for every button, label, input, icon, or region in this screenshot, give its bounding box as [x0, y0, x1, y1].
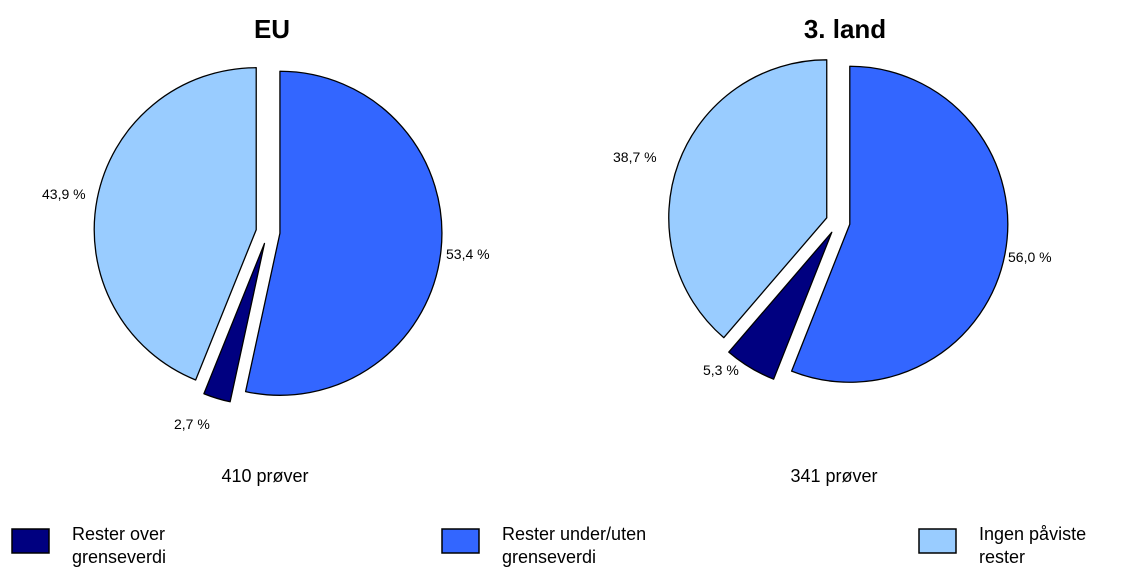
- legend-label-line1: Rester under/uten: [502, 524, 646, 544]
- slice-over: [728, 231, 833, 380]
- legend-swatch: [918, 528, 957, 554]
- legend-item-under: Rester under/uten grenseverdi: [441, 524, 646, 567]
- legend-item-over: Rester over grenseverdi: [11, 524, 166, 567]
- sample-count: 341 prøver: [790, 466, 877, 486]
- sample-count: 410 prøver: [221, 466, 308, 486]
- slice-none: [668, 59, 828, 339]
- legend: Rester over grenseverdi Rester under/ute…: [11, 524, 1086, 567]
- slice-label-under: 56,0 %: [1008, 249, 1052, 265]
- pie-chart-eu: EU 53,4 % 2,7 % 43,9 % 410 prøver: [42, 14, 490, 486]
- slice-under: [790, 65, 1009, 383]
- slice-label-none: 43,9 %: [42, 186, 86, 202]
- slice-label-under: 53,4 %: [446, 246, 490, 262]
- legend-swatch: [11, 528, 50, 554]
- legend-label-line2: grenseverdi: [72, 547, 166, 567]
- legend-swatch: [441, 528, 480, 554]
- legend-label-line2: rester: [979, 547, 1025, 567]
- chart-title: 3. land: [804, 14, 886, 44]
- slice-over: [203, 242, 266, 403]
- legend-label-line2: grenseverdi: [502, 547, 596, 567]
- slice-label-none: 38,7 %: [613, 149, 657, 165]
- legend-label-line1: Ingen påviste: [979, 524, 1086, 544]
- legend-item-none: Ingen påviste rester: [918, 524, 1086, 567]
- pie-slices: [668, 59, 1009, 383]
- legend-label-line1: Rester over: [72, 524, 165, 544]
- slice-under: [244, 70, 443, 396]
- chart-title: EU: [254, 14, 290, 44]
- slice-label-over: 2,7 %: [174, 416, 210, 432]
- pie-slices: [93, 67, 443, 403]
- slice-none: [93, 67, 257, 381]
- slice-label-over: 5,3 %: [703, 362, 739, 378]
- pie-chart-third-country: 3. land 56,0 % 5,3 % 38,7 % 341 prøver: [613, 14, 1052, 486]
